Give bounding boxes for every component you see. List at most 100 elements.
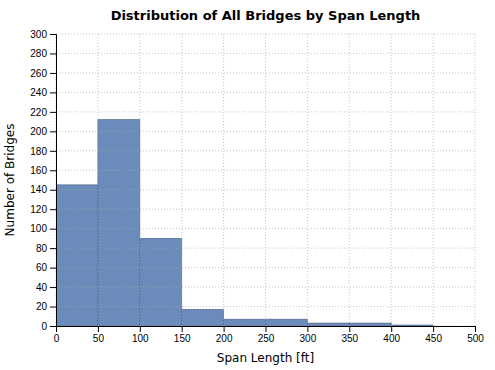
y-axis-tick: 260 [30, 68, 56, 79]
y-axis-tick: 20 [36, 301, 56, 312]
x-axis-title: Span Length [ft] [217, 351, 314, 365]
x-axis-tick: 100 [132, 326, 149, 344]
y-axis-tick-label: 140 [30, 184, 47, 195]
bar [266, 319, 308, 326]
bar [182, 309, 224, 326]
grid-line-x [181, 34, 182, 326]
x-axis-tick: 500 [467, 326, 484, 344]
y-axis: 0 20 40 60 80 100 120 140 160 180 200 220 240 260 280 3… [30, 29, 56, 332]
bars [56, 120, 433, 326]
y-axis-tick-label: 220 [30, 107, 47, 118]
title: Distribution of All Bridges by Span Leng… [111, 8, 421, 23]
y-axis-tick-label: 80 [36, 243, 48, 254]
y-axis-tick-label: 160 [30, 165, 47, 176]
y-axis-tick: 60 [36, 262, 56, 273]
grid [56, 34, 475, 326]
grid-line-y [56, 189, 475, 190]
y-axis-tick-label: 180 [30, 146, 47, 157]
y-axis-tick-mark [50, 53, 56, 54]
x-axis-tick-mark [433, 326, 434, 332]
y-axis-tick-label: 20 [36, 301, 48, 312]
y-axis-tick: 160 [30, 165, 56, 176]
y-axis-tick-mark [50, 287, 56, 288]
x-axis-tick-label: 100 [132, 333, 149, 344]
y-axis-tick-label: 200 [30, 126, 47, 137]
x-axis-tick: 250 [258, 326, 275, 344]
bar [140, 238, 182, 326]
y-axis-tick-mark [50, 112, 56, 113]
x-axis-tick: 150 [174, 326, 191, 344]
y-axis-tick-mark [50, 268, 56, 269]
x-axis-tick: 450 [425, 326, 442, 344]
y-axis-tick-mark [50, 307, 56, 308]
x-axis-tick-label: 450 [425, 333, 442, 344]
y-axis-tick: 80 [36, 243, 56, 254]
grid-line-y [56, 150, 475, 151]
y-axis-tick: 240 [30, 87, 56, 98]
grid-line-y [56, 53, 475, 54]
x-axis-tick: 0 [54, 326, 60, 344]
bar [224, 319, 266, 326]
x-axis-line [57, 327, 476, 333]
y-axis-tick-label: 0 [41, 321, 47, 332]
grid-line-x [223, 34, 224, 326]
y-axis-tick-label: 120 [30, 204, 47, 215]
y-axis-tick: 200 [30, 126, 56, 137]
x-axis-tick: 300 [300, 326, 317, 344]
bar [349, 323, 391, 326]
x-axis-tick-label: 400 [383, 333, 400, 344]
grid-line-x [475, 34, 476, 326]
x-axis-tick-label: 250 [258, 333, 275, 344]
x-axis-tick-mark [140, 326, 141, 332]
grid-line-y [56, 287, 475, 288]
grid-line-y [56, 111, 475, 112]
x-axis-tick: 200 [216, 326, 233, 344]
x-axis-tick-mark [391, 326, 392, 332]
x-axis-tick: 50 [93, 326, 105, 344]
y-axis-title: Number of Bridges [3, 124, 17, 237]
grid-line-x [265, 34, 266, 326]
y-axis-tick-mark [50, 34, 56, 35]
grid-line-x [391, 34, 392, 326]
x-axis-tick-mark [307, 326, 308, 332]
y-axis-tick: 120 [30, 204, 56, 215]
x-axis-tick-mark [349, 326, 350, 332]
x-axis-tick: 400 [383, 326, 400, 344]
y-axis-tick: 40 [36, 282, 56, 293]
y-axis-tick-mark [50, 131, 56, 132]
y-axis-tick: 140 [30, 184, 56, 195]
y-axis-tick-label: 60 [36, 262, 48, 273]
y-axis-tick-mark [50, 326, 56, 327]
x-axis-tick-label: 350 [341, 333, 358, 344]
y-axis-line [50, 35, 57, 327]
x-axis-tick-label: 500 [467, 333, 484, 344]
x-axis-tick-label: 150 [174, 333, 191, 344]
x-axis-tick-mark [98, 326, 99, 332]
plot: 0 50 100 150 200 250 300 350 400 450 500 0 20 40 60 80 1… [30, 29, 484, 344]
y-axis-tick: 280 [30, 48, 56, 59]
y-axis-tick-mark [50, 73, 56, 74]
y-axis-tick: 300 [30, 29, 56, 40]
y-axis-tick-label: 100 [30, 223, 47, 234]
grid-line-y [56, 228, 475, 229]
grid-line-x [433, 34, 434, 326]
y-axis-tick-mark [50, 92, 56, 93]
x-axis-tick-label: 50 [93, 333, 105, 344]
y-axis-tick: 180 [30, 146, 56, 157]
y-axis-tick: 0 [41, 321, 56, 332]
y-axis-tick: 100 [30, 223, 56, 234]
grid-line-x [97, 34, 98, 326]
bar [391, 325, 433, 326]
grid-line-x [307, 34, 308, 326]
grid-line-y [56, 92, 475, 93]
x-axis-tick-label: 300 [300, 333, 317, 344]
x-axis-tick-label: 200 [216, 333, 233, 344]
bar [433, 326, 475, 327]
x-axis-tick-label: 0 [54, 333, 60, 344]
y-axis-tick-label: 40 [36, 282, 48, 293]
grid-line-y [56, 306, 475, 307]
grid-line-x [139, 34, 140, 326]
x-axis-tick: 350 [341, 326, 358, 344]
x-axis-tick-mark [224, 326, 225, 332]
x-axis-tick-mark [182, 326, 183, 332]
